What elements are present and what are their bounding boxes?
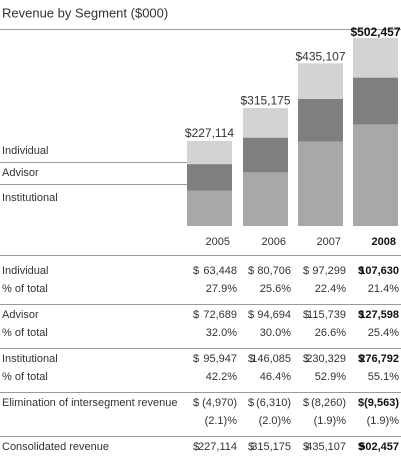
cell-amount: 146,085 <box>251 353 291 365</box>
currency-symbol: $ <box>248 441 254 453</box>
currency-symbol: $ <box>248 353 254 365</box>
cell-percent: 30.0% <box>260 327 291 339</box>
bar-segment <box>187 164 232 191</box>
currency-symbol: $ <box>248 397 254 409</box>
currency-symbol: $ <box>193 441 199 453</box>
cell-amount: 115,739 <box>307 309 346 321</box>
currency-symbol: $ <box>193 309 199 321</box>
currency-symbol: $ <box>303 265 309 277</box>
row-label: % of total <box>2 371 48 383</box>
currency-symbol: $ <box>248 309 254 321</box>
cell-percent: (1.9)% <box>367 415 400 427</box>
x-tick-label: 2006 <box>262 236 286 248</box>
currency-symbol: $ <box>193 353 199 365</box>
row-label: Institutional <box>2 353 58 365</box>
cell-percent: 55.1% <box>368 371 399 383</box>
currency-symbol: $ <box>358 265 364 277</box>
cell-amount: (9,563) <box>364 397 399 409</box>
bar-segment <box>187 140 232 165</box>
row-label: Advisor <box>2 309 39 321</box>
currency-symbol: $ <box>303 397 309 409</box>
bar-segment <box>353 124 398 226</box>
bar-segment <box>298 63 343 99</box>
legend-label: Advisor <box>2 167 39 179</box>
total-label: $435,107 <box>295 49 345 63</box>
cell-amount: 502,457 <box>359 441 399 453</box>
cell-amount: 276,792 <box>359 353 399 365</box>
cell-amount: 107,630 <box>359 265 399 277</box>
cell-percent: 52.9% <box>315 371 346 383</box>
bar-segment <box>353 38 398 78</box>
cell-percent: 42.2% <box>206 371 237 383</box>
cell-amount: 97,299 <box>312 265 346 277</box>
cell-percent: 32.0% <box>206 327 237 339</box>
cell-amount: 72,689 <box>203 309 237 321</box>
cell-amount: 94,694 <box>257 309 291 321</box>
cell-percent: 22.4% <box>315 283 346 295</box>
currency-symbol: $ <box>193 397 199 409</box>
cell-amount: 315,175 <box>251 441 291 453</box>
currency-symbol: $ <box>303 309 309 321</box>
bar-segment <box>243 137 288 173</box>
cell-percent: 25.4% <box>368 327 399 339</box>
cell-amount: 95,947 <box>203 353 237 365</box>
currency-symbol: $ <box>358 397 364 409</box>
cell-amount: (8,260) <box>311 397 346 409</box>
chart-title: Revenue by Segment ($000) <box>2 5 168 20</box>
cell-amount: (6,310) <box>256 397 291 409</box>
row-label: Consolidated revenue <box>2 441 109 453</box>
row-label: % of total <box>2 327 48 339</box>
cell-percent: 21.4% <box>368 283 399 295</box>
cell-amount: 230,329 <box>306 353 346 365</box>
row-label: Individual <box>2 265 48 277</box>
bar-segment <box>243 108 288 138</box>
bar-segment <box>298 98 343 142</box>
currency-symbol: $ <box>193 265 199 277</box>
cell-percent: (2.1)% <box>205 415 238 427</box>
cell-amount: 227,114 <box>198 441 237 453</box>
cell-amount: (4,970) <box>202 397 237 409</box>
currency-symbol: $ <box>303 353 309 365</box>
bar-segment <box>187 190 232 226</box>
cell-percent: 46.4% <box>260 371 291 383</box>
currency-symbol: $ <box>358 441 364 453</box>
currency-symbol: $ <box>358 309 364 321</box>
currency-symbol: $ <box>358 353 364 365</box>
legend-label: Institutional <box>2 192 58 204</box>
cell-amount: 63,448 <box>203 265 237 277</box>
cell-percent: 27.9% <box>206 283 237 295</box>
row-label: Elimination of intersegment revenue <box>2 397 177 409</box>
cell-percent: 25.6% <box>260 283 291 295</box>
x-tick-label: 2007 <box>317 236 341 248</box>
bar-segment <box>298 141 343 226</box>
cell-percent: (1.9)% <box>314 415 347 427</box>
currency-symbol: $ <box>248 265 254 277</box>
x-tick-label: 2008 <box>372 236 396 248</box>
cell-amount: 80,706 <box>257 265 291 277</box>
total-label: $227,114 <box>185 126 234 140</box>
total-label: $315,175 <box>240 94 290 108</box>
cell-percent: 26.6% <box>315 327 346 339</box>
bar-segment <box>243 172 288 226</box>
cell-percent: (2.0)% <box>259 415 292 427</box>
cell-amount: 435,107 <box>306 441 346 453</box>
cell-amount: 127,598 <box>359 309 399 321</box>
legend-label: Individual <box>2 145 48 157</box>
total-label: $502,457 <box>350 25 400 39</box>
bar-segment <box>353 77 398 125</box>
x-tick-label: 2005 <box>206 236 230 248</box>
currency-symbol: $ <box>303 441 309 453</box>
row-label: % of total <box>2 283 48 295</box>
